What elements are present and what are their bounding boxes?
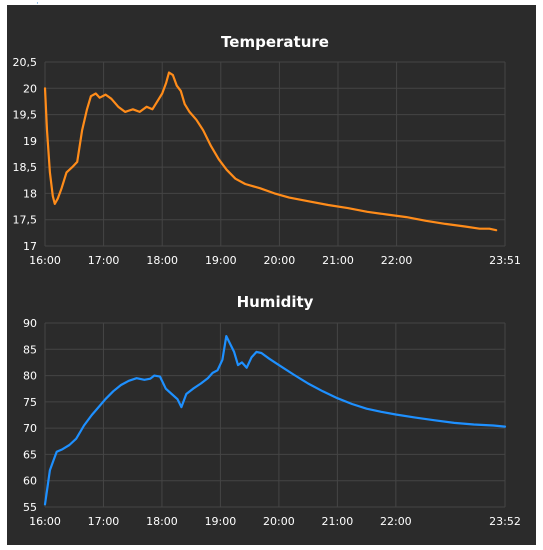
temperature-x-tick-label: 19:00 bbox=[205, 254, 237, 267]
humidity-x-tick-label: 19:00 bbox=[205, 515, 237, 528]
temperature-chart-title: Temperature bbox=[221, 33, 329, 51]
temperature-series-line bbox=[43, 71, 498, 232]
temperature-y-tick-label: 20,5 bbox=[13, 56, 38, 69]
humidity-x-tick-label: 22:00 bbox=[380, 515, 412, 528]
temperature-x-tick-label: 22:00 bbox=[381, 254, 413, 267]
humidity-x-tick-label: 23:52 bbox=[489, 515, 521, 528]
temperature-y-tick-label: 18 bbox=[23, 187, 37, 200]
humidity-y-tick-label: 65 bbox=[23, 448, 37, 461]
corner-marker: · bbox=[36, 0, 39, 9]
temperature-x-tick-label: 20:00 bbox=[264, 254, 296, 267]
humidity-series-line bbox=[43, 335, 507, 506]
temperature-x-tick-label: 17:00 bbox=[88, 254, 120, 267]
temperature-x-tick-label: 23:51 bbox=[489, 254, 521, 267]
humidity-chart-title: Humidity bbox=[237, 293, 314, 311]
humidity-y-tick-label: 75 bbox=[23, 396, 37, 409]
humidity-y-tick-label: 90 bbox=[23, 317, 37, 330]
temperature-y-tick-label: 19,5 bbox=[13, 109, 38, 122]
humidity-y-tick-label: 80 bbox=[23, 370, 37, 383]
temperature-chart: Temperature 17 17,5 18 18,5 19 19,5 20 20,5 16:00… bbox=[13, 33, 521, 267]
humidity-y-tick-label: 70 bbox=[23, 422, 37, 435]
humidity-x-tick-label: 21:00 bbox=[322, 515, 354, 528]
temperature-y-tick-label: 18,5 bbox=[13, 161, 38, 174]
temperature-y-tick-label: 20 bbox=[23, 82, 37, 95]
humidity-y-tick-label: 60 bbox=[23, 475, 37, 488]
temperature-y-tick-label: 17,5 bbox=[13, 214, 38, 227]
humidity-chart: Humidity 55 60 65 70 75 80 85 90 16:00 17:00 18:00 1… bbox=[23, 293, 521, 528]
temperature-x-tick-label: 18:00 bbox=[146, 254, 178, 267]
temperature-x-tick-label: 16:00 bbox=[29, 254, 61, 267]
humidity-x-tick-label: 16:00 bbox=[29, 515, 61, 528]
temperature-y-tick-label: 17 bbox=[23, 240, 37, 253]
humidity-y-tick-label: 85 bbox=[23, 343, 37, 356]
humidity-x-tick-label: 17:00 bbox=[88, 515, 120, 528]
humidity-y-tick-label: 55 bbox=[23, 501, 37, 514]
temperature-y-tick-label: 19 bbox=[23, 135, 37, 148]
humidity-x-tick-label: 18:00 bbox=[146, 515, 178, 528]
humidity-x-tick-label: 20:00 bbox=[263, 515, 295, 528]
temperature-x-tick-label: 21:00 bbox=[322, 254, 354, 267]
